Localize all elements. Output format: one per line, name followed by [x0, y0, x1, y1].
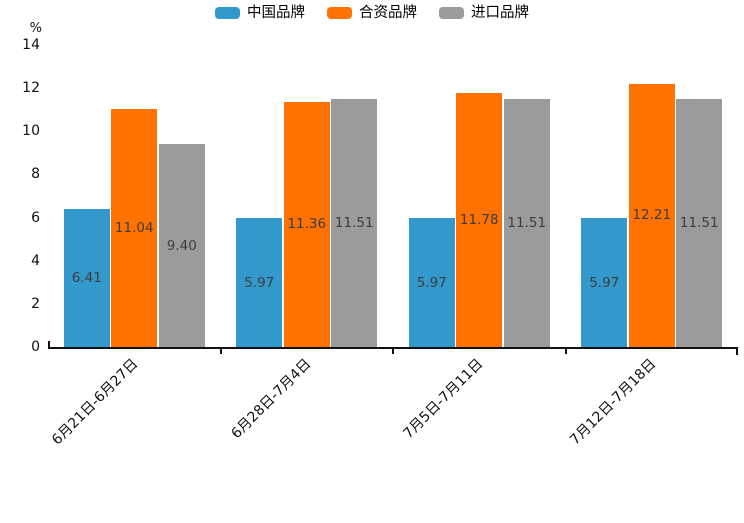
bar-import-brand: [331, 98, 378, 347]
bar-value-label: 11.51: [507, 214, 547, 231]
bar-import-brand: [503, 98, 550, 347]
bar-china-brand: [408, 218, 455, 347]
bar-joint-venture-brand: [111, 108, 158, 347]
x-axis-tick: [564, 349, 567, 354]
legend-swatch-china-brand: [215, 7, 240, 20]
legend-label-import-brand: 进口品牌: [471, 5, 529, 21]
bar-value-label: 5.97: [244, 274, 275, 291]
x-axis-category-label: 7月5日-7月11日: [400, 356, 487, 442]
bar-value-label: 9.40: [166, 237, 197, 254]
legend-label-china-brand: 中国品牌: [247, 5, 305, 21]
chart-legend: 中国品牌 合资品牌 进口品牌: [0, 6, 744, 21]
bar-value-label: 12.21: [632, 207, 672, 224]
bar-value-label: 5.97: [416, 274, 447, 291]
y-axis-tick-label-8: 8: [31, 166, 40, 183]
bar-value-label: 11.51: [679, 214, 719, 231]
y-axis-tick-label-0: 0: [31, 339, 40, 355]
y-axis-unit-label: %: [29, 21, 42, 36]
x-axis-end-tick-right: [736, 349, 738, 355]
y-axis-tick-label-6: 6: [31, 209, 40, 226]
bar-value-label: 11.78: [459, 211, 499, 228]
y-axis-tick-label-10: 10: [22, 123, 40, 140]
y-axis-tick-label-12: 12: [22, 80, 40, 97]
y-axis-tick-label-4: 4: [31, 252, 40, 269]
bar-import-brand: [676, 98, 723, 347]
x-axis-tick: [219, 349, 222, 354]
bar-joint-venture-brand: [628, 83, 675, 347]
bar-china-brand: [581, 218, 628, 347]
legend-item-china-brand: 中国品牌: [215, 6, 305, 21]
bar-import-brand: [158, 144, 205, 347]
bar-value-label: 11.04: [114, 219, 154, 236]
x-axis-tick: [392, 349, 394, 354]
bar-chart: 中国品牌 合资品牌 进口品牌 % 0 2 4 6 8 10 12 14 6.41 11.04 9.40 6…: [0, 6, 744, 448]
bar-joint-venture-brand: [456, 92, 503, 347]
bar-value-label: 5.97: [589, 274, 620, 291]
x-axis-category-label: 6月21日-6月27日: [49, 356, 142, 449]
y-axis-tick-label-14: 14: [22, 37, 40, 53]
y-axis-tick-label-2: 2: [31, 295, 40, 312]
legend-item-joint-venture-brand: 合资品牌: [327, 6, 417, 21]
legend-label-joint-venture-brand: 合资品牌: [359, 5, 417, 21]
bar-joint-venture-brand: [283, 101, 330, 347]
legend-swatch-joint-venture-brand: [327, 7, 352, 20]
x-axis-line: [48, 347, 738, 349]
bar-value-label: 11.36: [287, 216, 327, 233]
legend-swatch-import-brand: [439, 7, 464, 20]
legend-item-import-brand: 进口品牌: [439, 6, 529, 21]
x-axis-category-label: 6月28日-7月4日: [228, 356, 315, 442]
bar-china-brand: [63, 208, 110, 347]
bar-value-label: 6.41: [71, 269, 102, 286]
x-axis-end-tick-left: [48, 341, 50, 347]
bar-china-brand: [236, 218, 283, 347]
x-axis-category-label: 7月12日-7月18日: [566, 356, 660, 449]
bar-value-label: 11.51: [334, 214, 374, 231]
